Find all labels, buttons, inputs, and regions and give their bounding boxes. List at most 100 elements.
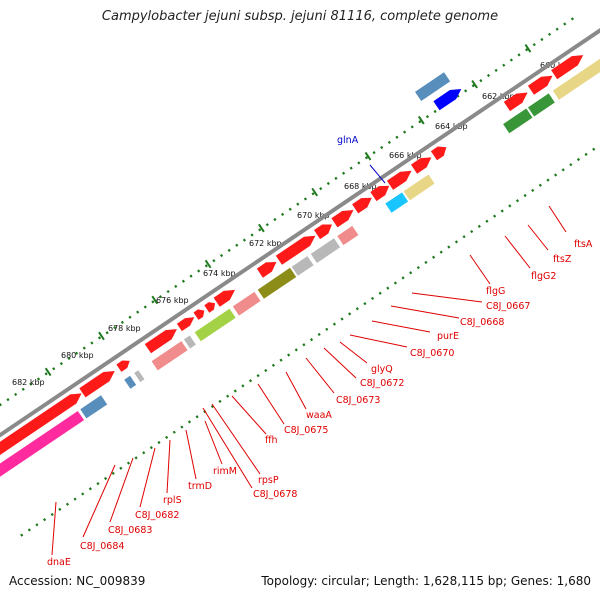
tick-label-676-kbp: 676 kbp — [156, 296, 189, 305]
genome-summary-text: Topology: circular; Length: 1,628,115 bp… — [261, 574, 591, 588]
tick-label-666-kbp: 666 kbp — [389, 151, 422, 160]
category-feature — [291, 256, 314, 276]
gene-label-glnA: glnA — [337, 135, 359, 146]
category-feature — [385, 192, 409, 213]
tick-label-680-kbp: 680 kbp — [61, 351, 94, 360]
category-feature — [0, 411, 84, 477]
label-leader-line — [231, 395, 267, 435]
gene-label-flgG2: flgG2 — [531, 271, 556, 282]
gene-label-trmD: trmD — [188, 481, 212, 492]
label-leader-line — [527, 224, 549, 251]
map-title: Campylobacter jejuni subsp. jejuni 81116… — [101, 9, 499, 24]
major-tick — [44, 367, 52, 377]
tick-label-682-kbp: 682 kbp — [12, 378, 45, 387]
label-leader-line — [371, 320, 431, 333]
major-tick — [417, 115, 425, 125]
label-leader-line — [257, 383, 285, 425]
label-leader-line — [411, 292, 483, 303]
category-feature — [310, 238, 341, 263]
major-tick — [364, 151, 372, 161]
category-feature — [194, 308, 236, 342]
category-feature — [232, 291, 261, 316]
label-leader-line — [469, 254, 491, 285]
category-feature — [503, 108, 533, 134]
label-leader-line — [323, 347, 357, 379]
label-leader-line — [285, 371, 307, 410]
gene-label-C8J_0683: C8J_0683 — [108, 525, 152, 536]
cds-feature — [314, 224, 332, 240]
major-tick — [524, 43, 532, 53]
label-leader-line — [305, 357, 335, 394]
tick-label-664-kbp: 664 kbp — [435, 122, 468, 131]
feature-tracks — [0, 55, 600, 477]
tick-label-678-kbp: 678 kbp — [108, 324, 141, 333]
tick-label-668-kbp: 668 kbp — [344, 182, 377, 191]
major-tick — [204, 259, 212, 269]
label-leader-line — [339, 341, 368, 364]
label-leader-line — [51, 501, 57, 556]
cds-feature — [430, 146, 447, 161]
tick-label-662-kbp: 662 kbp — [482, 92, 515, 101]
gene-label-glyQ: glyQ — [371, 364, 393, 375]
cds-feature — [0, 393, 82, 456]
label-leader-line — [185, 429, 197, 480]
label-leader-line — [390, 305, 460, 319]
major-tick — [471, 79, 478, 89]
label-leader-line — [504, 235, 531, 269]
gene-label-C8J_0672: C8J_0672 — [360, 378, 404, 389]
category-feature — [552, 58, 600, 100]
category-feature — [151, 341, 188, 371]
major-tick — [311, 187, 319, 197]
category-feature — [134, 370, 145, 383]
category-feature — [415, 72, 451, 101]
category-feature — [337, 225, 359, 246]
gene-label-rpsP: rpsP — [258, 475, 279, 486]
cds-feature — [331, 210, 354, 228]
category-feature — [183, 335, 196, 349]
cds-feature — [176, 317, 195, 332]
cds-feature — [256, 262, 277, 278]
backbone-line — [0, 28, 600, 438]
gene-label-ffh: ffh — [265, 435, 278, 446]
label-leader-line — [82, 464, 116, 538]
label-leader-line — [204, 420, 223, 465]
gene-label-C8J_0668: C8J_0668 — [460, 317, 504, 328]
label-leader-line — [548, 205, 567, 233]
accession-text: Accession: NC_009839 — [9, 574, 146, 588]
tick-label-672-kbp: 672 kbp — [249, 239, 282, 248]
cds-feature — [79, 371, 115, 398]
gene-label-flgG: flgG — [486, 286, 505, 297]
cds-feature — [503, 92, 528, 112]
category-feature — [257, 267, 297, 299]
gene-label-C8J_0684: C8J_0684 — [80, 541, 124, 552]
cds-feature — [352, 197, 372, 214]
outer-tick-ruler — [0, 15, 577, 407]
gene-label-C8J_0682: C8J_0682 — [135, 510, 179, 521]
label-leader-line — [109, 457, 134, 523]
gene-label-ftsA: ftsA — [574, 239, 593, 250]
tick-label-660-kbp: 660 kbp — [540, 61, 573, 70]
category-feature — [124, 375, 137, 389]
label-leader-line — [349, 334, 408, 348]
gene-label-C8J_0673: C8J_0673 — [336, 395, 380, 406]
category-feature — [80, 395, 108, 419]
tick-label-674-kbp: 674 kbp — [203, 269, 236, 278]
cds-feature — [204, 302, 216, 313]
label-leader-line — [211, 403, 261, 475]
category-feature — [528, 93, 555, 117]
label-leader-line — [369, 164, 386, 184]
tick-label-670-kbp: 670 kbp — [297, 211, 330, 220]
gene-label-C8J_0670: C8J_0670 — [410, 348, 454, 359]
label-leader-line — [166, 439, 171, 494]
gene-label-ftsZ: ftsZ — [553, 254, 572, 265]
cds-feature — [144, 329, 177, 354]
gene-label-rimM: rimM — [213, 466, 237, 477]
backbone-ring — [0, 28, 600, 438]
label-leader-line — [139, 447, 156, 508]
cds-feature — [116, 360, 130, 372]
cds-feature — [386, 170, 412, 190]
cds-feature — [275, 235, 316, 265]
major-tick — [258, 223, 265, 233]
